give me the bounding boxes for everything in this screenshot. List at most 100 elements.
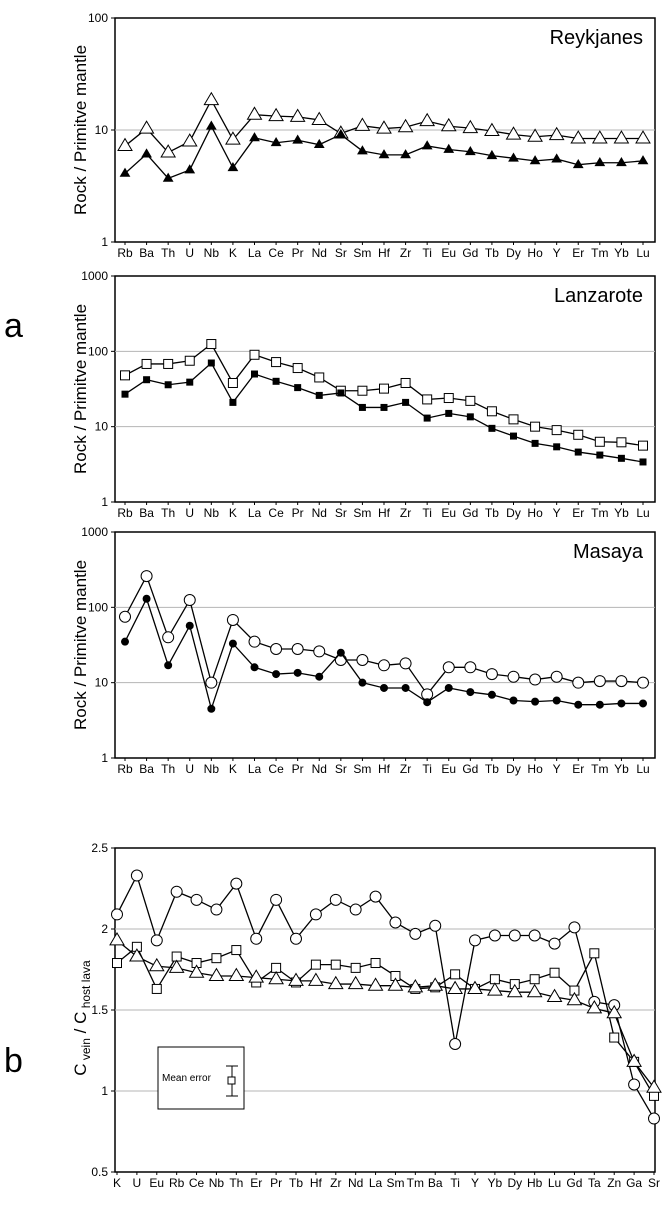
data-point [442, 661, 455, 674]
data-point [574, 700, 583, 709]
data-point [293, 668, 302, 677]
data-point [121, 637, 129, 646]
data-point [549, 967, 560, 978]
data-point [229, 398, 237, 406]
x-tick-label: Ti [450, 1176, 460, 1190]
x-tick-label: Hb [527, 1176, 543, 1190]
data-point [119, 167, 131, 177]
x-tick-label: La [248, 506, 262, 520]
data-point [291, 642, 304, 655]
data-point [486, 406, 497, 417]
data-point [551, 425, 562, 436]
data-point [529, 974, 540, 985]
data-point [121, 390, 129, 398]
series-line [116, 945, 655, 1097]
data-point [510, 432, 517, 440]
data-point [594, 157, 606, 167]
x-tick-label: Th [161, 762, 175, 776]
x-tick-label: Ti [422, 762, 432, 776]
data-point [250, 663, 259, 672]
y-tick-label: 100 [88, 600, 108, 614]
x-tick-label: Dy [506, 762, 521, 776]
x-tick-label: U [185, 506, 194, 520]
y-tick-label: 1 [101, 751, 108, 765]
data-point [249, 349, 260, 360]
x-tick-label: Zr [400, 246, 411, 260]
x-tick-label: Eu [441, 506, 456, 520]
data-point [409, 927, 422, 940]
data-point [188, 964, 205, 978]
plot-frame [114, 275, 656, 503]
data-point [289, 108, 306, 122]
data-point [508, 152, 519, 162]
data-point [120, 370, 130, 381]
series-2 [121, 359, 647, 466]
data-point [250, 932, 263, 945]
x-tick-label: Sm [353, 246, 371, 260]
x-tick-label: Lu [548, 1176, 561, 1190]
series-1 [120, 339, 648, 451]
y-tick-label: 10 [95, 420, 109, 434]
x-tick-label: Sm [386, 1176, 404, 1190]
data-point [466, 688, 475, 697]
data-point [526, 983, 543, 998]
data-point [357, 385, 368, 396]
data-point [170, 885, 183, 898]
x-tick-label: La [248, 762, 262, 776]
x-tick-label: Ba [139, 506, 154, 520]
x-tick-label: Eu [441, 762, 456, 776]
data-point [531, 439, 539, 447]
data-point [551, 153, 563, 163]
y-axis-label: Rock / Primitve mantle [71, 304, 90, 474]
data-point [313, 138, 325, 149]
series-3 [109, 931, 662, 1093]
y-axis-label-part: vein [79, 1038, 93, 1063]
data-point [230, 877, 243, 890]
x-tick-label: K [229, 762, 237, 776]
data-point [330, 959, 341, 970]
data-point [505, 126, 522, 140]
data-point [143, 376, 151, 384]
data-point [336, 648, 345, 657]
data-point [467, 980, 483, 994]
data-point [639, 458, 647, 466]
data-point [354, 117, 371, 131]
x-tick-label: Rb [117, 506, 133, 520]
data-point [150, 934, 163, 947]
x-tick-label: Nd [312, 762, 327, 776]
data-point [507, 670, 520, 683]
data-point [369, 890, 382, 903]
y-axis-label-part: / C [71, 1012, 90, 1038]
chart-title: Masaya [573, 541, 644, 563]
data-point [268, 970, 284, 985]
data-point [117, 137, 133, 152]
data-point [358, 678, 367, 687]
data-point [407, 978, 424, 993]
data-point [509, 696, 518, 705]
x-tick-label: Er [250, 1176, 262, 1190]
x-tick-label: Ta [588, 1176, 601, 1190]
y-tick-label: 2 [101, 922, 108, 936]
data-point [376, 120, 392, 134]
data-point [637, 676, 649, 689]
data-point [639, 699, 647, 708]
data-point [183, 594, 196, 607]
data-point [572, 158, 584, 169]
x-tick-label: Sr [335, 506, 347, 520]
x-tick-label: K [229, 506, 237, 520]
x-tick-label: Dy [506, 246, 521, 260]
x-tick-label: Pr [270, 1176, 282, 1190]
x-tick-label: Pr [292, 762, 304, 776]
y-axis-label-part: C [71, 1063, 90, 1075]
chart-3: 1000 100 10 1 Rb Ba Th U Nb K La Ce Pr Nd Sr Sm Hf Zr Ti Eu… [71, 525, 656, 776]
x-tick-label: Eu [149, 1176, 164, 1190]
x-tick-label: Ba [139, 246, 154, 260]
data-point [231, 945, 242, 956]
data-point [228, 967, 245, 982]
plot-frame [114, 531, 656, 759]
chart-title: Reykjanes [550, 27, 643, 49]
data-point [111, 908, 123, 921]
data-point [421, 688, 434, 701]
x-tick-label: Y [553, 246, 561, 260]
x-tick-label: Dy [507, 1176, 522, 1190]
